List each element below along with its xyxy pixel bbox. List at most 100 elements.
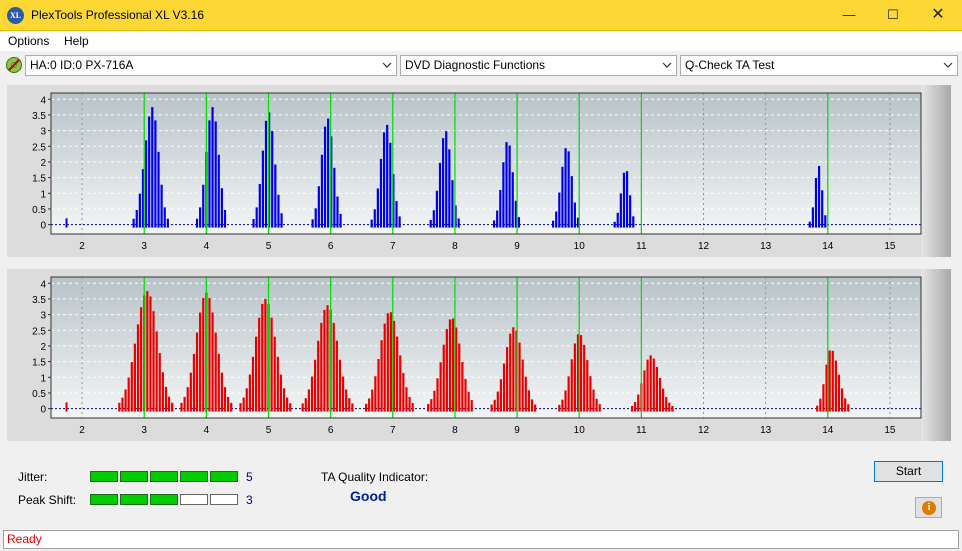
bar — [199, 312, 202, 412]
bar — [202, 184, 205, 228]
bar — [451, 318, 455, 412]
y-tick-label: 3 — [40, 127, 46, 138]
bar — [467, 391, 470, 412]
bar — [166, 218, 169, 228]
bar — [273, 336, 276, 412]
bar — [127, 377, 130, 412]
bar — [564, 148, 567, 228]
peak-shift-value: 3 — [246, 493, 253, 507]
bar — [435, 190, 439, 228]
bar — [461, 362, 464, 412]
bar — [157, 151, 160, 228]
bar — [261, 150, 265, 228]
bar — [527, 390, 530, 412]
bar — [824, 215, 827, 228]
x-tick-label: 5 — [266, 241, 272, 252]
bar — [671, 405, 674, 412]
bar — [230, 402, 233, 412]
bar — [515, 330, 518, 412]
chevron-down-icon — [943, 62, 953, 68]
status-bar: Ready — [0, 529, 962, 551]
bar — [808, 221, 811, 228]
bar — [822, 384, 825, 412]
bar — [208, 120, 211, 228]
bar — [379, 158, 383, 228]
plot-border — [50, 276, 922, 419]
y-tick-label: 2.5 — [32, 142, 46, 153]
bar — [492, 220, 496, 228]
bar — [380, 340, 383, 412]
bar — [455, 327, 458, 412]
bar — [271, 131, 274, 228]
drive-icon — [6, 57, 22, 73]
bar — [427, 404, 430, 412]
bar — [442, 138, 445, 228]
bar — [130, 362, 133, 412]
close-icon[interactable]: ✕ — [931, 6, 945, 23]
x-tick-label: 11 — [636, 425, 647, 436]
ta-quality-label: TA Quality Indicator: — [321, 470, 429, 484]
bar — [382, 132, 386, 228]
bar — [464, 378, 467, 412]
x-tick-label: 6 — [328, 241, 334, 252]
bar — [268, 112, 271, 228]
function-select[interactable]: DVD Diagnostic Functions — [400, 55, 677, 76]
bar — [395, 201, 398, 228]
bar — [333, 167, 336, 228]
x-tick-label: 15 — [884, 425, 896, 436]
bar — [576, 217, 580, 228]
test-select[interactable]: Q-Check TA Test — [680, 55, 958, 76]
x-tick-label: 12 — [698, 241, 710, 252]
info-icon: i — [922, 501, 936, 515]
bar — [490, 404, 493, 412]
bar — [332, 322, 335, 412]
bar — [432, 210, 435, 228]
bar — [438, 162, 442, 228]
x-tick-label: 10 — [574, 425, 586, 436]
bar — [649, 355, 652, 412]
drive-select[interactable]: HA:0 ID:0 PX-716A — [25, 55, 397, 76]
peak-shift-meter-segment — [90, 494, 118, 505]
bar — [370, 219, 373, 228]
info-button[interactable]: i — [915, 497, 942, 518]
bar — [814, 177, 818, 228]
menu-help[interactable]: Help — [64, 34, 89, 48]
bar — [576, 334, 580, 412]
y-tick-label: 0.5 — [32, 389, 46, 400]
bar — [458, 343, 461, 412]
window-title: PlexTools Professional XL V3.16 — [31, 8, 204, 22]
bar — [448, 319, 452, 412]
bar — [811, 207, 814, 228]
x-tick-label: 3 — [141, 241, 147, 252]
bar — [254, 336, 258, 412]
bar — [530, 399, 534, 412]
bar — [214, 332, 217, 412]
start-button[interactable]: Start — [874, 461, 943, 482]
bar — [146, 291, 149, 412]
bar — [579, 335, 583, 412]
bar — [161, 372, 164, 412]
bar — [211, 312, 214, 412]
menu-options[interactable]: Options — [8, 34, 50, 48]
x-tick-label: 8 — [452, 241, 458, 252]
bar — [436, 378, 439, 412]
bar — [828, 350, 831, 412]
x-tick-label: 7 — [390, 425, 396, 436]
peak-shift-meter-segment — [120, 494, 148, 505]
bar — [567, 376, 570, 412]
bar — [304, 398, 307, 412]
y-tick-label: 1 — [40, 373, 46, 384]
bar — [211, 107, 214, 228]
bar — [282, 388, 286, 412]
pits-chart-panel: 0 0.5 1 1.5 2 2.5 3 3.5 4 2 3 4 5 6 7 8 9 10 11 12 13 14 15 — [7, 269, 951, 441]
bar — [368, 398, 371, 412]
bar — [646, 359, 649, 412]
bar — [470, 400, 473, 412]
minimize-icon[interactable]: — — [842, 7, 856, 22]
bar — [586, 360, 589, 412]
x-tick-label: 14 — [822, 241, 834, 252]
y-tick-label: 0.5 — [32, 205, 46, 216]
maximize-icon[interactable]: ☐ — [887, 7, 899, 22]
bar — [373, 209, 376, 228]
x-tick-label: 2 — [79, 425, 85, 436]
